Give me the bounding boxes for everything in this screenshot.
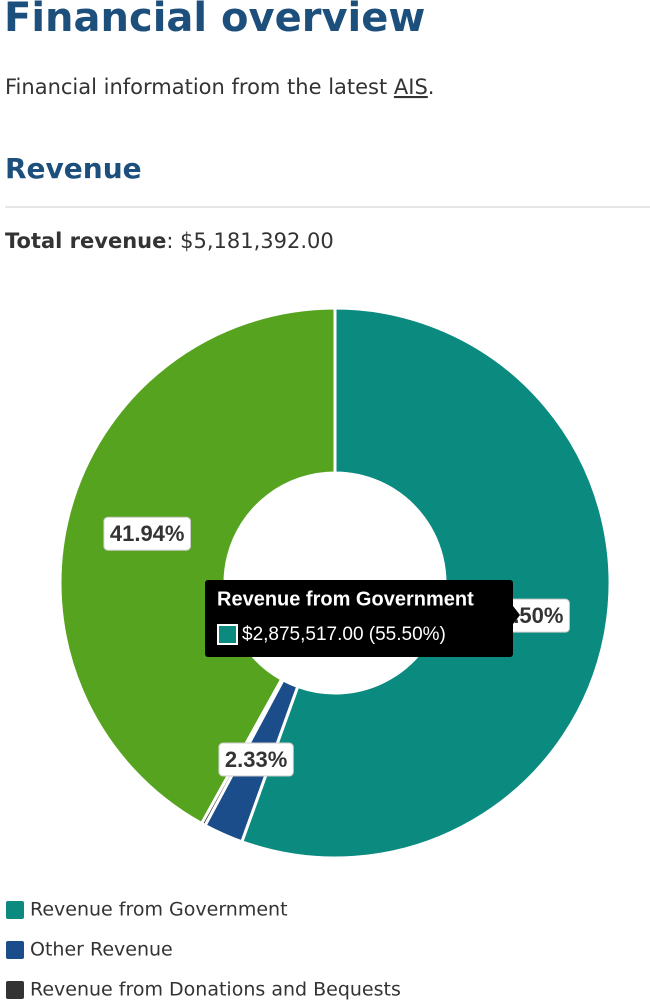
tooltip-arrow — [513, 606, 520, 624]
data-label-box — [103, 516, 191, 551]
page-title: Financial overview — [4, 0, 425, 41]
tooltip-box — [205, 580, 513, 657]
legend-swatch[interactable] — [6, 901, 24, 919]
donut-slice[interactable] — [239, 306, 612, 860]
tooltip: Revenue from Government $2,875,517.00 (5… — [205, 580, 520, 657]
total: Total revenue: $5,181,392.00 — [5, 229, 334, 253]
legend-label[interactable]: Revenue from Donations and Bequests — [30, 979, 401, 1000]
legend-swatch[interactable] — [6, 941, 24, 959]
legend-label[interactable]: Other Revenue — [30, 939, 173, 961]
legend: Revenue from Government Other Revenue Reve… — [6, 899, 401, 1000]
total-label: Total revenue — [5, 229, 166, 253]
abbr[interactable]: AIS — [394, 75, 428, 99]
legend-swatch[interactable] — [6, 981, 24, 999]
tooltip-title: Revenue from Government — [217, 588, 474, 610]
section-heading: Revenue — [5, 152, 142, 185]
data-label: 41.94% — [103, 516, 191, 551]
legend-label[interactable]: Revenue from Government — [30, 899, 288, 921]
intro-end: . — [428, 75, 435, 99]
tooltip-swatch — [217, 624, 238, 645]
total-value: : $5,181,392.00 — [166, 229, 333, 253]
intro: Financial information from the latest AI… — [5, 75, 434, 99]
tooltip-text: $2,875,517.00 (55.50%) — [242, 624, 446, 645]
intro-text: Financial information from the latest — [5, 75, 394, 99]
data-label-text: 2.33% — [225, 747, 287, 772]
data-label-box — [218, 742, 294, 777]
donut-chart: 55.50%2.33%41.94% — [58, 306, 612, 860]
data-label: 2.33% — [218, 742, 294, 777]
data-label-text: 41.94% — [110, 521, 185, 546]
